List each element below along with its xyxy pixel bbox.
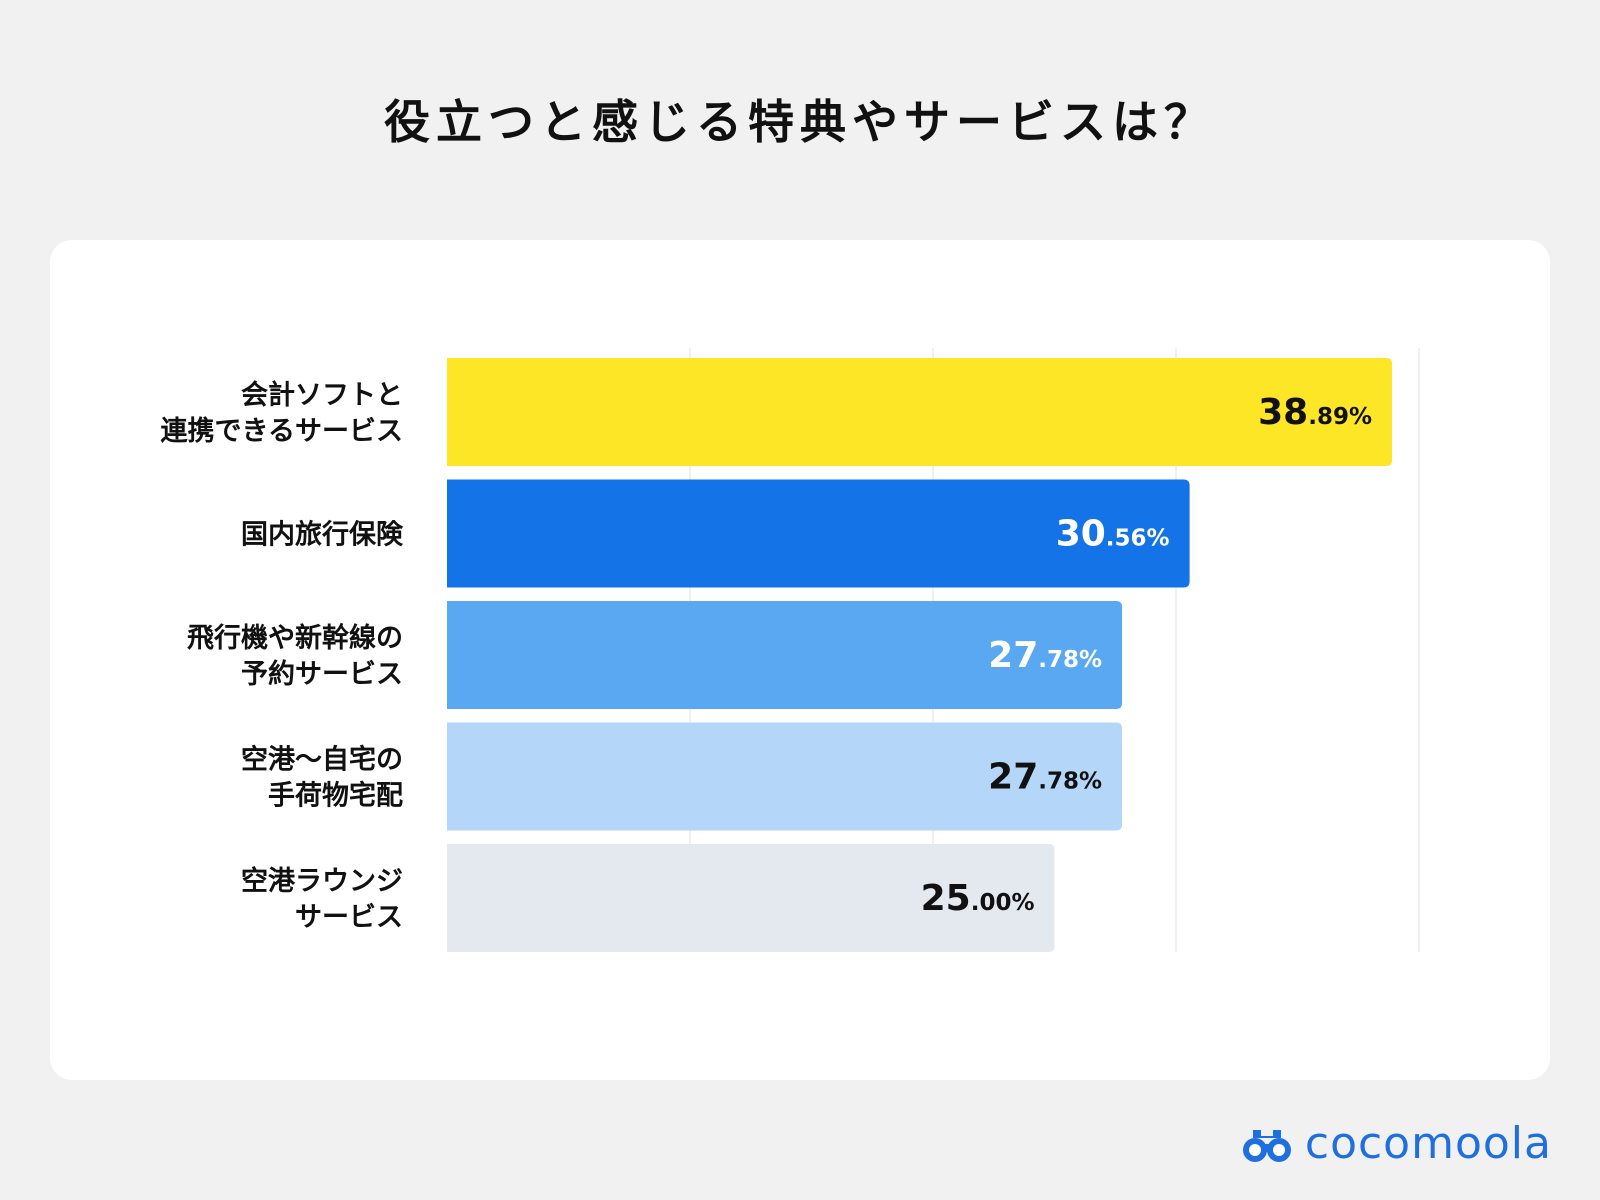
bar	[447, 601, 1123, 709]
category-label: 予約サービス	[241, 658, 403, 690]
bar	[447, 358, 1393, 466]
brand-logo: cocomoola	[1239, 1118, 1552, 1169]
bar	[447, 479, 1190, 588]
category-label: 飛行機や新幹線の	[187, 622, 403, 654]
category-label: 会計ソフトと	[241, 379, 403, 411]
bar	[447, 722, 1123, 831]
value-label: 25.00%	[921, 878, 1035, 919]
chart-title: 役立つと感じる特典やサービスは？	[384, 95, 1216, 149]
category-label: サービス	[295, 902, 403, 933]
category-label: 空港〜自宅の	[241, 744, 403, 776]
category-label: 国内旅行保険	[241, 519, 404, 551]
binoculars-icon	[1242, 1129, 1291, 1162]
value-label: 30.56%	[1056, 514, 1170, 555]
value-label: 38.89%	[1258, 392, 1372, 433]
value-label: 27.78%	[988, 757, 1102, 798]
category-label: 連携できるサービス	[161, 416, 403, 447]
bar	[447, 844, 1055, 952]
logo-text: cocomoola	[1304, 1118, 1552, 1169]
chart-card: 会計ソフトと連携できるサービス 38.89% 国内旅行保険 30.56% 飛行機や新幹線…	[50, 240, 1550, 1080]
category-label: 空港ラウンジ	[241, 865, 403, 897]
value-label: 27.78%	[988, 635, 1102, 676]
category-label: 手荷物宅配	[268, 780, 403, 812]
